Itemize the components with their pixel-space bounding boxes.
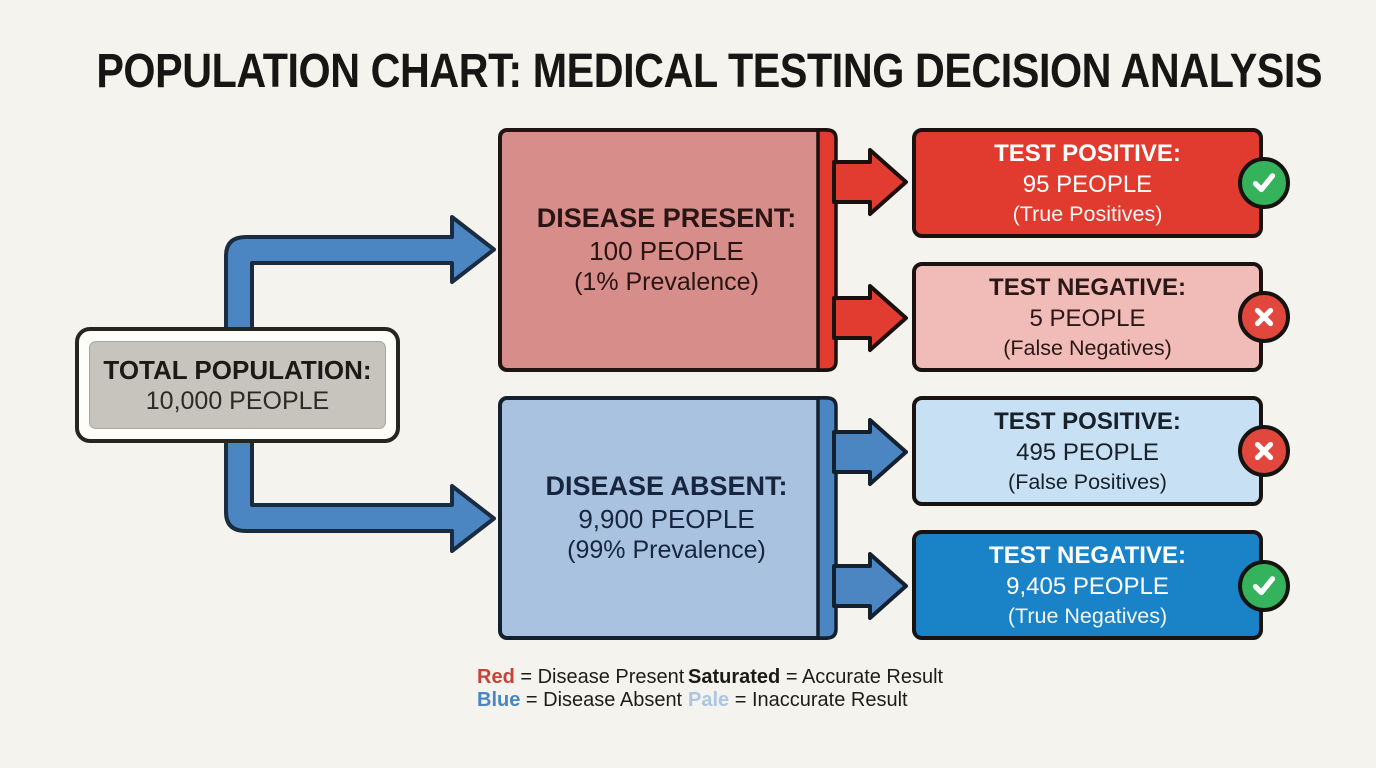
false-positives-box: TEST POSITIVE: 495 PEOPLE (False Positiv… [912, 396, 1263, 506]
legend-term-blue: Blue [477, 689, 521, 711]
legend-def-red: = Disease Present [520, 666, 685, 688]
legend-item-blue: Blue = Disease Absent [477, 689, 684, 712]
red-connector-bar [816, 128, 838, 372]
disease-absent-label: DISEASE ABSENT: [545, 471, 788, 501]
false-negatives-value: 5 PEOPLE [1029, 305, 1146, 332]
true-negatives-box: TEST NEGATIVE: 9,405 PEOPLE (True Negati… [912, 530, 1263, 640]
arrow-absent-to-test-negative [832, 552, 908, 620]
false-negatives-note: (False Negatives) [1003, 336, 1172, 360]
total-population-box: TOTAL POPULATION: 10,000 PEOPLE [75, 327, 400, 443]
true-positives-box: TEST POSITIVE: 95 PEOPLE (True Positives… [912, 128, 1263, 238]
disease-absent-note: (99% Prevalence) [567, 536, 766, 564]
total-population-label: TOTAL POPULATION: [103, 354, 372, 385]
arrow-population-to-absent [224, 433, 496, 553]
true-positives-value: 95 PEOPLE [1022, 171, 1153, 198]
cross-icon [1254, 307, 1274, 327]
legend-item-saturated: Saturated = Accurate Result [688, 666, 943, 689]
disease-absent-value: 9,900 PEOPLE [578, 504, 755, 534]
disease-present-label: DISEASE PRESENT: [536, 203, 797, 233]
legend-term-saturated: Saturated [688, 666, 781, 688]
legend-item-red: Red = Disease Present [477, 666, 684, 689]
inaccurate-result-badge [1238, 291, 1290, 343]
cross-icon [1254, 441, 1274, 461]
accurate-result-badge [1238, 560, 1290, 612]
false-negatives-label: TEST NEGATIVE: [989, 274, 1186, 301]
arrow-population-to-present [224, 215, 496, 337]
disease-present-note: (1% Prevalence) [574, 268, 759, 296]
false-negatives-box: TEST NEGATIVE: 5 PEOPLE (False Negatives… [912, 262, 1263, 372]
legend-def-pale: = Inaccurate Result [734, 689, 908, 711]
arrow-present-to-test-positive [832, 148, 908, 216]
checkmark-icon [1252, 576, 1276, 596]
true-negatives-note: (True Negatives) [1007, 604, 1168, 628]
legend-def-blue: = Disease Absent [525, 689, 683, 711]
true-positives-label: TEST POSITIVE: [994, 140, 1181, 167]
accurate-result-badge [1238, 157, 1290, 209]
true-negatives-label: TEST NEGATIVE: [989, 542, 1186, 569]
checkmark-icon [1252, 173, 1276, 193]
total-population-panel: TOTAL POPULATION: 10,000 PEOPLE [89, 341, 386, 429]
blue-connector-bar [816, 396, 838, 640]
true-positives-note: (True Positives) [1012, 202, 1163, 226]
legend-item-pale: Pale = Inaccurate Result [688, 689, 943, 712]
false-positives-note: (False Positives) [1008, 470, 1167, 494]
legend-def-saturated: = Accurate Result [785, 666, 944, 688]
page-title: POPULATION CHART: MEDICAL TESTING DECISI… [96, 45, 1323, 98]
arrow-absent-to-test-positive [832, 418, 908, 486]
true-negatives-value: 9,405 PEOPLE [1006, 573, 1169, 600]
false-positives-label: TEST POSITIVE: [994, 408, 1181, 435]
arrow-present-to-test-negative [832, 284, 908, 352]
disease-present-value: 100 PEOPLE [589, 236, 744, 266]
false-positives-value: 495 PEOPLE [1016, 439, 1159, 466]
legend-term-red: Red [477, 666, 515, 688]
inaccurate-result-badge [1238, 425, 1290, 477]
legend-term-pale: Pale [688, 689, 730, 711]
total-population-value: 10,000 PEOPLE [145, 386, 330, 415]
